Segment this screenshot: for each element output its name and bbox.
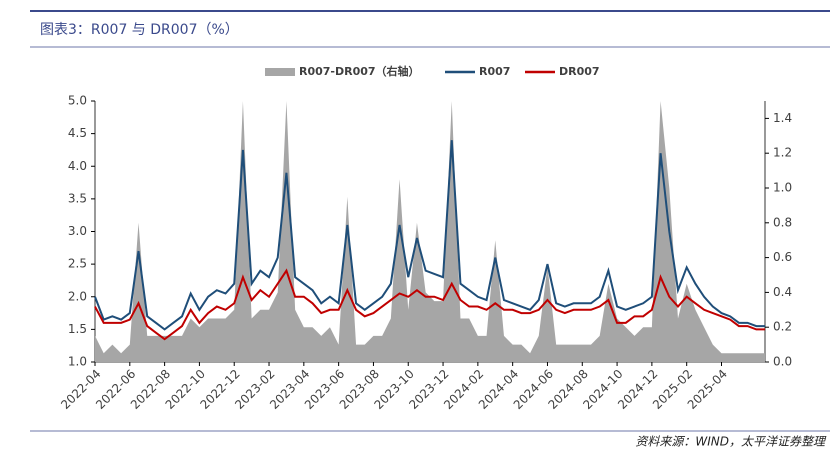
y2-tick-label: 1.0 bbox=[773, 181, 792, 195]
legend-swatch bbox=[265, 68, 295, 76]
y2-tick-label: 0.8 bbox=[773, 215, 792, 229]
y2-tick-label: 0.0 bbox=[773, 355, 792, 369]
y-tick-label: 5.0 bbox=[68, 94, 87, 108]
y-tick-label: 2.5 bbox=[68, 257, 87, 271]
y-tick-label: 4.0 bbox=[68, 159, 87, 173]
y-tick-label: 3.0 bbox=[68, 224, 87, 238]
y2-tick-label: 0.4 bbox=[773, 285, 792, 299]
spread-area bbox=[95, 101, 765, 362]
y-tick-label: 3.5 bbox=[68, 191, 87, 205]
y-tick-label: 2.0 bbox=[68, 289, 87, 303]
y-tick-label: 1.0 bbox=[68, 355, 87, 369]
y2-tick-label: 0.6 bbox=[773, 250, 792, 264]
legend-label: R007-DR007（右轴） bbox=[299, 64, 420, 78]
y2-tick-label: 0.2 bbox=[773, 320, 792, 334]
series-line bbox=[94, 140, 765, 331]
chart-title: 图表3：R007 与 DR007（%） bbox=[40, 22, 239, 38]
series-line bbox=[94, 268, 765, 341]
y-tick-label: 1.5 bbox=[68, 322, 87, 336]
y2-tick-label: 1.4 bbox=[773, 111, 792, 125]
y-tick-label: 4.5 bbox=[68, 126, 87, 140]
legend-label: DR007 bbox=[559, 65, 600, 78]
y2-tick-label: 1.2 bbox=[773, 146, 792, 160]
source-note: 资料来源：WIND，太平洋证券整理 bbox=[635, 435, 827, 449]
legend-label: R007 bbox=[479, 65, 510, 78]
